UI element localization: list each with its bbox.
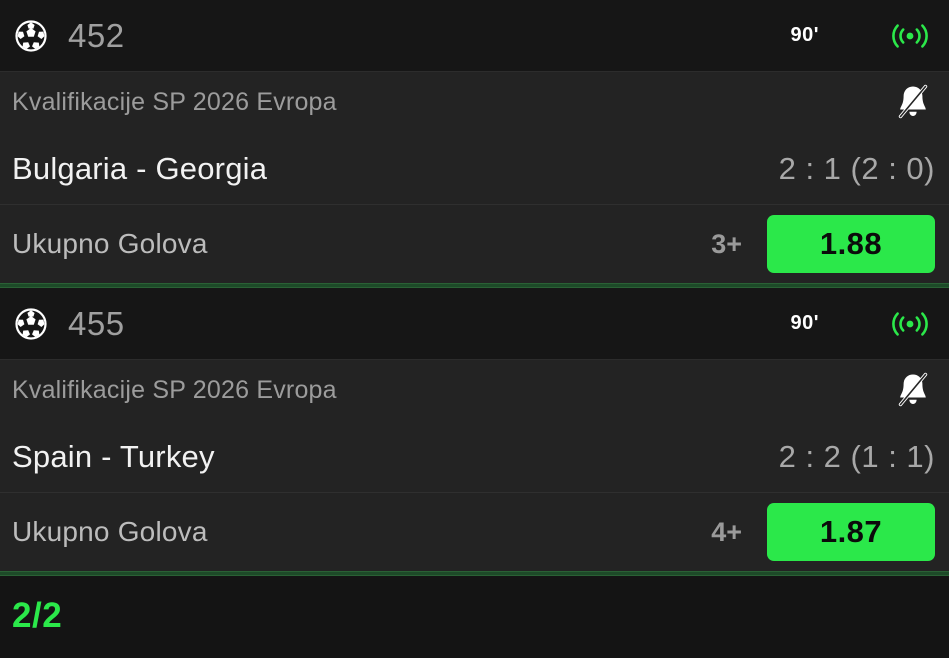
match-divider bbox=[0, 283, 949, 288]
match-card[interactable]: 452 90' Kvalifikacije SP 2026 Evropa bbox=[0, 0, 949, 283]
selection-count: 2/2 bbox=[12, 596, 63, 635]
odds-row: Ukupno Golova 4+ 1.87 bbox=[0, 493, 949, 571]
bell-muted-icon[interactable] bbox=[893, 369, 933, 411]
match-id: 455 bbox=[68, 305, 125, 342]
league-name: Kvalifikacije SP 2026 Evropa bbox=[12, 375, 337, 404]
league-row: Kvalifikacije SP 2026 Evropa bbox=[0, 360, 949, 420]
match-score: 2 : 2 (1 : 1) bbox=[778, 438, 935, 474]
team-names: Spain - Turkey bbox=[12, 438, 215, 474]
footer: 2/2 bbox=[0, 576, 949, 655]
league-name: Kvalifikacije SP 2026 Evropa bbox=[12, 87, 337, 116]
odds-handicap: 4+ bbox=[711, 516, 742, 547]
match-minute: 90' bbox=[790, 312, 819, 334]
teams-row: Bulgaria - Georgia 2 : 1 (2 : 0) bbox=[0, 132, 949, 205]
league-row: Kvalifikacije SP 2026 Evropa bbox=[0, 72, 949, 132]
match-minute: 90' bbox=[790, 24, 819, 46]
market-name: Ukupno Golova bbox=[12, 516, 208, 547]
bell-muted-icon[interactable] bbox=[893, 81, 933, 123]
live-broadcast-icon[interactable] bbox=[889, 307, 931, 341]
match-header: 455 90' bbox=[0, 288, 949, 360]
team-names: Bulgaria - Georgia bbox=[12, 150, 268, 186]
match-header: 452 90' bbox=[0, 0, 949, 72]
match-card[interactable]: 455 90' Kvalifikacije SP 2026 Evropa bbox=[0, 288, 949, 571]
market-name: Ukupno Golova bbox=[12, 228, 208, 259]
teams-row: Spain - Turkey 2 : 2 (1 : 1) bbox=[0, 420, 949, 493]
match-id: 452 bbox=[68, 17, 125, 54]
odds-button[interactable]: 1.87 bbox=[767, 503, 935, 561]
odds-button[interactable]: 1.88 bbox=[767, 215, 935, 273]
odds-handicap: 3+ bbox=[711, 228, 742, 259]
match-score: 2 : 1 (2 : 0) bbox=[778, 150, 935, 186]
soccer-ball-icon bbox=[15, 307, 47, 340]
live-broadcast-icon[interactable] bbox=[889, 19, 931, 53]
match-divider bbox=[0, 571, 949, 576]
odds-row: Ukupno Golova 3+ 1.88 bbox=[0, 205, 949, 283]
soccer-ball-icon bbox=[15, 19, 47, 52]
